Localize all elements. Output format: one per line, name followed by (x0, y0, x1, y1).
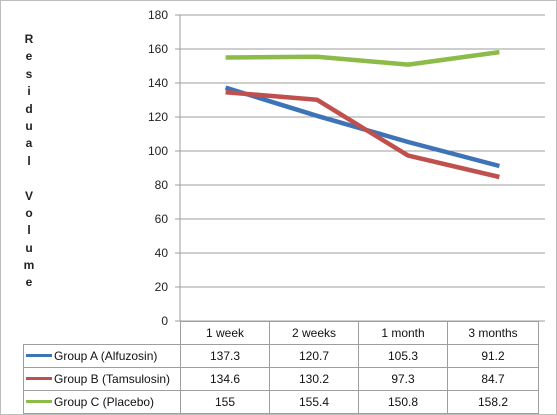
y-axis-label-letter: l (27, 153, 31, 168)
table-corner-cell (23, 321, 181, 345)
table-cell: 105.3 (358, 344, 448, 368)
y-tick-label: 40 (155, 246, 169, 260)
y-axis-label-letter: i (27, 84, 31, 99)
y-tick-label: 60 (155, 212, 169, 226)
table-header-cell: 1 month (358, 321, 448, 345)
y-tick-label: 180 (148, 8, 168, 22)
y-tick-label: 20 (155, 280, 169, 294)
y-axis-label-letter: u (25, 240, 33, 255)
y-tick-label: 80 (155, 178, 169, 192)
y-axis-label-letter: s (25, 66, 33, 81)
y-tick-label: 0 (161, 314, 168, 328)
y-axis-label-letter: m (23, 258, 35, 273)
table-header-cell: 2 weeks (269, 321, 359, 345)
legend-entry-group-a: Group A (Alfuzosin) (23, 344, 181, 368)
series-line-group-b (225, 89, 500, 180)
legend-label: Group C (Placebo) (54, 395, 155, 409)
y-axis-label-letter: l (27, 223, 31, 238)
table-header-row: 1 week 2 weeks 1 month 3 months (23, 321, 539, 345)
y-axis-label-letter: u (25, 118, 33, 133)
legend-entry-group-c: Group C (Placebo) (23, 390, 181, 414)
y-axis-label-letter: a (25, 136, 33, 151)
table-cell: 155 (180, 390, 270, 414)
y-axis-label-letter: e (25, 275, 33, 290)
table-cell: 158.2 (447, 390, 539, 414)
legend-swatch-group-c (26, 400, 52, 404)
table-header-cell: 3 months (447, 321, 539, 345)
y-axis-label-letter: V (24, 188, 33, 203)
y-axis-label-letter: o (25, 205, 33, 220)
table-cell: 97.3 (358, 367, 448, 391)
data-table: 1 week 2 weeks 1 month 3 months Group A … (23, 321, 539, 414)
legend-label: Group B (Tamsulosin) (54, 372, 171, 386)
y-axis-label-letter: d (25, 101, 33, 116)
table-cell: 120.7 (269, 344, 359, 368)
table-row-group-a: Group A (Alfuzosin) 137.3 120.7 105.3 91… (23, 344, 539, 368)
y-axis-label-letter: R (24, 32, 34, 46)
legend-swatch-group-b (26, 377, 52, 381)
table-cell: 130.2 (269, 367, 359, 391)
table-row-group-b: Group B (Tamsulosin) 134.6 130.2 97.3 84… (23, 367, 539, 391)
y-axis-label-letter: e (25, 49, 33, 64)
series-line-group-c (225, 49, 500, 67)
y-tick-label: 100 (148, 144, 168, 158)
table-cell: 137.3 (180, 344, 270, 368)
table-cell: 84.7 (447, 367, 539, 391)
y-tick-label: 120 (148, 110, 168, 124)
y-tick-label: 140 (148, 76, 168, 90)
table-header-cell: 1 week (180, 321, 270, 345)
legend-entry-group-b: Group B (Tamsulosin) (23, 367, 181, 391)
legend-label: Group A (Alfuzosin) (54, 349, 158, 363)
y-tick-label: 160 (148, 42, 168, 56)
table-cell: 91.2 (447, 344, 539, 368)
table-row-group-c: Group C (Placebo) 155 155.4 150.8 158.2 (23, 390, 539, 414)
legend-swatch-group-a (26, 354, 52, 358)
table-cell: 150.8 (358, 390, 448, 414)
table-cell: 134.6 (180, 367, 270, 391)
table-cell: 155.4 (269, 390, 359, 414)
